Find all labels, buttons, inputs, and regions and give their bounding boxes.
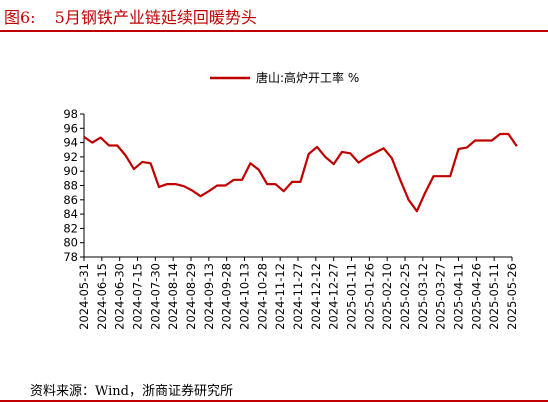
y-tick-label: 84 bbox=[63, 207, 78, 221]
x-tick-label: 2025-05-11 bbox=[487, 263, 501, 330]
x-tick-label: 2025-02-25 bbox=[398, 263, 412, 330]
x-tick-label: 2024-05-31 bbox=[77, 263, 91, 330]
x-tick-label: 2024-10-28 bbox=[255, 263, 269, 330]
x-tick-label: 2024-08-29 bbox=[184, 263, 198, 330]
x-tick-label: 2025-02-10 bbox=[380, 263, 394, 330]
x-tick-label: 2024-09-13 bbox=[202, 263, 216, 330]
y-tick-label: 94 bbox=[63, 136, 78, 150]
y-tick-label: 90 bbox=[63, 164, 78, 178]
chart-axes bbox=[83, 114, 512, 258]
x-tick-label: 2025-05-26 bbox=[505, 263, 519, 330]
x-tick-label: 2025-03-12 bbox=[416, 263, 430, 330]
x-tick-label: 2025-01-11 bbox=[345, 263, 359, 330]
source-note: 资料来源：Wind，浙商证券研究所 bbox=[30, 384, 233, 399]
y-tick-label: 78 bbox=[63, 250, 78, 264]
x-tick-label: 2024-12-27 bbox=[327, 263, 341, 330]
x-tick-label: 2024-12-12 bbox=[309, 263, 323, 330]
x-tick-label: 2024-08-14 bbox=[166, 263, 180, 330]
series-line bbox=[83, 132, 518, 213]
x-tick-label: 2024-11-12 bbox=[273, 263, 287, 330]
x-tick-label: 2024-09-28 bbox=[220, 263, 234, 330]
bottom-rule bbox=[0, 400, 548, 402]
y-tick-label: 82 bbox=[63, 221, 78, 235]
x-tick-label: 2025-03-27 bbox=[434, 263, 448, 330]
x-tick-label: 2024-10-13 bbox=[238, 263, 252, 330]
y-tick-label: 86 bbox=[63, 193, 78, 207]
figure-title-text: 5月钢铁产业链延续回暖势头 bbox=[54, 8, 257, 27]
x-tick-label: 2025-04-26 bbox=[469, 263, 483, 330]
figure-title: 图6: 5月钢铁产业链延续回暖势头 bbox=[4, 4, 257, 28]
y-tick-label: 92 bbox=[63, 150, 78, 164]
y-tick-label: 88 bbox=[63, 179, 78, 193]
x-tick-label: 2024-06-15 bbox=[95, 263, 109, 330]
y-tick-label: 96 bbox=[63, 121, 78, 135]
title-rule bbox=[0, 30, 548, 32]
x-tick-label: 2025-01-26 bbox=[362, 263, 376, 330]
x-tick-label: 2025-04-11 bbox=[452, 263, 466, 330]
chart-legend: 唐山:高炉开工率 % bbox=[210, 70, 359, 85]
y-tick-label: 80 bbox=[63, 236, 78, 250]
x-tick-label: 2024-07-15 bbox=[131, 263, 145, 330]
x-tick-label: 2024-06-30 bbox=[113, 263, 127, 330]
legend-label: 唐山:高炉开工率 % bbox=[256, 70, 359, 85]
x-axis-ticks: 2024-05-31 2024-06-15 2024-06-30 2024-07-15… bbox=[77, 257, 519, 330]
x-tick-label: 2024-07-30 bbox=[148, 263, 162, 330]
y-tick-label: 98 bbox=[63, 107, 78, 121]
figure-label: 图6: bbox=[4, 8, 36, 27]
x-tick-label: 2024-11-27 bbox=[291, 263, 305, 330]
